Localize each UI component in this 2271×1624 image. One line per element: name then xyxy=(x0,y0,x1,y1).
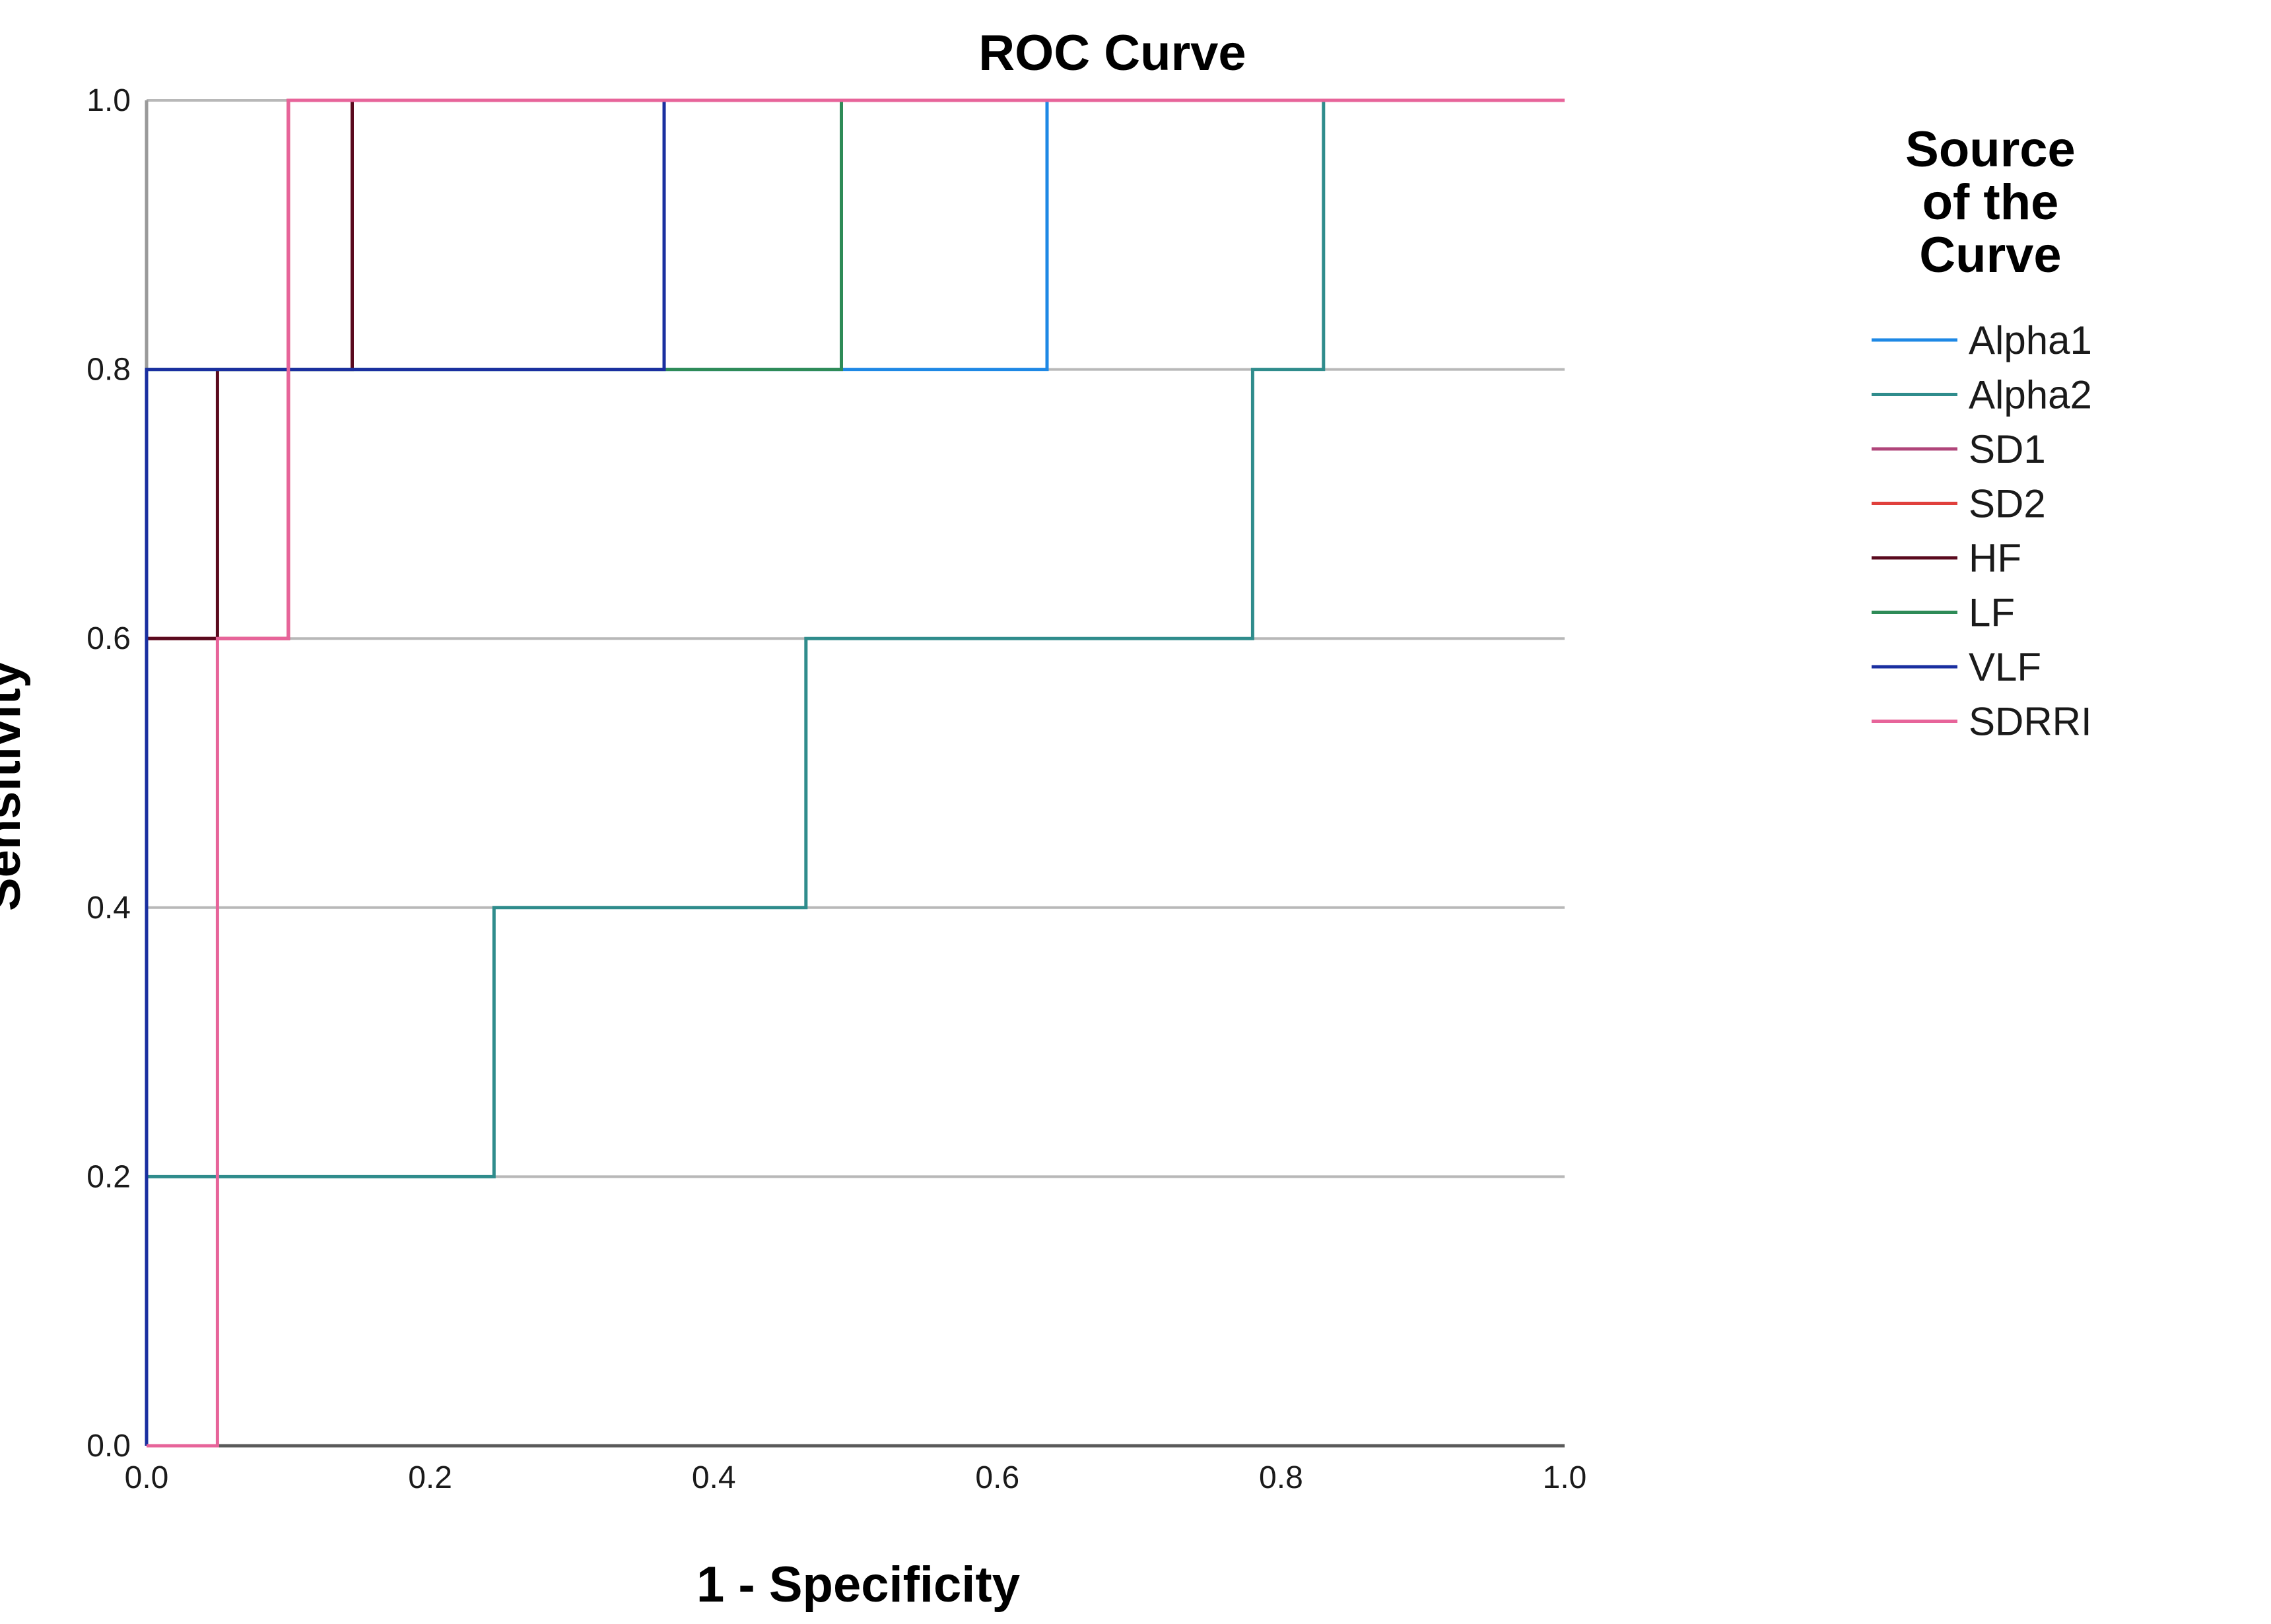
legend-label-sd2: SD2 xyxy=(1969,482,2046,526)
series-line-sdrri xyxy=(147,98,1565,1448)
y-tick-label-3: 0.6 xyxy=(86,621,131,656)
series-line-vlf xyxy=(145,98,1565,1446)
grid xyxy=(147,99,1565,1447)
x-tick-label-3: 0.6 xyxy=(975,1460,1019,1495)
axes xyxy=(145,100,1565,1448)
legend-title-line-2: Curve xyxy=(1919,227,2061,283)
legend-label-sdrri: SDRRI xyxy=(1969,700,2092,744)
legend-label-alpha2: Alpha2 xyxy=(1969,373,2092,417)
series-line-sd2 xyxy=(145,98,1565,1446)
tick-labels: 0.0 0.2 0.4 0.6 0.8 1.0 0.0 0.2 0.4 0.6 0.8 1.0 xyxy=(86,83,1586,1495)
series-lines xyxy=(145,98,1565,1448)
legend-label-sd1: SD1 xyxy=(1969,427,2046,471)
x-tick-label-1: 0.2 xyxy=(408,1460,452,1495)
legend-title-line-0: Source xyxy=(1905,121,2076,178)
y-tick-label-5: 1.0 xyxy=(86,83,131,118)
legend-label-lf: LF xyxy=(1969,591,2015,635)
x-axis-label: 1 - Specificity xyxy=(696,1557,1020,1613)
series-line-alpha2 xyxy=(145,98,1565,1446)
series-line-alpha1 xyxy=(145,98,1565,1446)
x-tick-label-0: 0.0 xyxy=(125,1460,169,1495)
x-tick-label-4: 0.8 xyxy=(1259,1460,1303,1495)
chart-title: ROC Curve xyxy=(978,25,1246,81)
x-tick-label-2: 0.4 xyxy=(692,1460,736,1495)
legend-label-alpha1: Alpha1 xyxy=(1969,318,2092,362)
y-tick-label-4: 0.8 xyxy=(86,353,131,388)
y-tick-label-0: 0.0 xyxy=(86,1429,131,1464)
x-tick-label-5: 1.0 xyxy=(1543,1460,1587,1495)
series-line-hf xyxy=(145,98,1565,1446)
series-line-lf xyxy=(145,98,1565,1446)
series-line-sd1 xyxy=(145,98,1565,1446)
legend-label-hf: HF xyxy=(1969,536,2021,580)
y-tick-label-1: 0.2 xyxy=(86,1159,131,1194)
legend-title-line-1: of the xyxy=(1922,174,2059,230)
y-axis-label: Sensitivity xyxy=(0,660,31,911)
legend-label-vlf: VLF xyxy=(1969,645,2041,689)
y-tick-label-2: 0.4 xyxy=(86,891,131,926)
